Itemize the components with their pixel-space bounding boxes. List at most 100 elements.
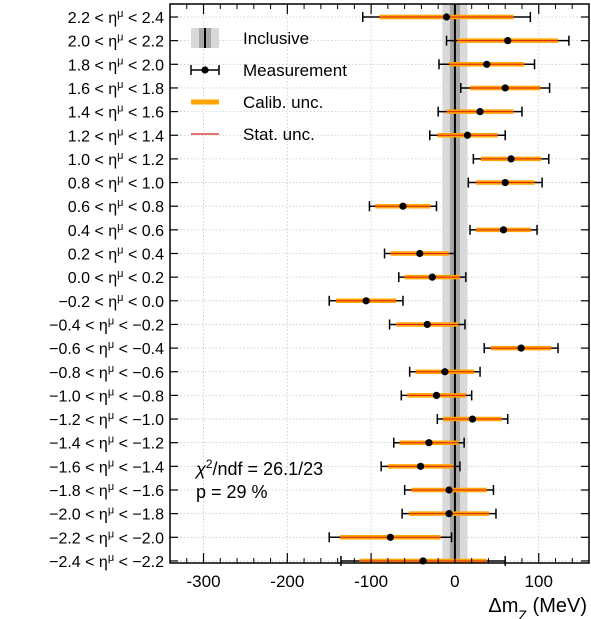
category-label-rest: < −1.2 xyxy=(114,436,164,453)
category-label: 0.4 < ημ < 0.6 xyxy=(68,221,164,240)
data-point-group xyxy=(436,414,509,425)
data-point-group xyxy=(460,82,551,93)
data-point xyxy=(445,486,453,494)
data-point-group xyxy=(429,130,506,141)
data-point xyxy=(416,462,425,470)
category-label-sup: μ xyxy=(108,505,114,517)
category-label-rest: < 2.2 xyxy=(124,34,165,51)
category-label: −0.8 < ημ < −0.6 xyxy=(49,363,164,382)
category-label-main: −1.2 < η xyxy=(49,412,108,429)
category-label-main: 1.4 < η xyxy=(68,105,117,122)
category-label: −2.4 < ημ < −2.2 xyxy=(49,552,164,571)
chi2-rest: /ndf = 26.1/23 xyxy=(213,459,324,479)
category-label: 0.8 < ημ < 1.0 xyxy=(68,174,164,193)
category-label-main: 0.8 < η xyxy=(68,176,117,193)
category-label-main: 0.4 < η xyxy=(68,223,117,240)
category-label-main: −1.6 < η xyxy=(49,459,108,476)
data-point xyxy=(468,415,477,423)
data-point-group xyxy=(401,508,497,519)
category-label-rest: < 1.0 xyxy=(124,176,165,193)
category-label: 0.2 < ημ < 0.4 xyxy=(68,245,164,264)
category-label-rest: < 0.8 xyxy=(124,199,165,216)
category-label-main: 0.2 < η xyxy=(68,247,117,264)
category-label-rest: < 0.4 xyxy=(124,247,165,264)
category-label-main: 1.0 < η xyxy=(68,152,117,169)
category-label: 1.4 < ημ < 1.6 xyxy=(68,103,164,122)
category-label-main: 2.0 < η xyxy=(68,34,117,51)
category-label-sup: μ xyxy=(117,103,123,115)
data-point xyxy=(517,344,525,352)
chi2-exponent: 2 xyxy=(206,457,213,471)
category-label-main: 0.6 < η xyxy=(68,199,117,216)
category-label-main: −0.8 < η xyxy=(49,365,108,382)
category-label-sup: μ xyxy=(117,55,123,67)
category-label-rest: < 1.4 xyxy=(124,128,165,145)
category-label-rest: < 0.0 xyxy=(124,294,165,311)
category-label: −1.2 < ημ < −1.0 xyxy=(49,410,164,429)
category-label-main: 1.6 < η xyxy=(68,81,117,98)
category-label-main: 1.2 < η xyxy=(68,128,117,145)
category-label: −1.8 < ημ < −1.6 xyxy=(49,481,164,500)
category-label: 1.8 < ημ < 2.0 xyxy=(68,55,164,74)
data-point xyxy=(501,178,509,187)
category-label-rest: < −2.2 xyxy=(114,554,164,571)
data-point-group xyxy=(467,177,543,188)
data-point-group xyxy=(392,437,465,448)
data-point xyxy=(399,202,407,210)
category-label-rest: < 1.2 xyxy=(124,152,165,169)
data-point-group xyxy=(438,59,536,70)
legend: Inclusive Measurement Calib. unc. Stat. unc… xyxy=(190,28,347,144)
category-label: −2.2 < ημ < −2.0 xyxy=(49,528,164,547)
category-label-main: −0.4 < η xyxy=(49,317,108,334)
category-label-rest: < −0.2 xyxy=(114,317,164,334)
category-label-sup: μ xyxy=(117,32,123,44)
chi2-symbol: χ xyxy=(194,459,207,479)
data-point xyxy=(362,297,370,305)
plot-frame xyxy=(169,3,590,564)
category-label-sup: μ xyxy=(117,197,123,209)
category-label: 0.6 < ημ < 0.8 xyxy=(68,197,164,216)
data-point-group xyxy=(368,201,438,212)
category-label-sup: μ xyxy=(117,8,123,20)
category-label-main: −0.2 < η xyxy=(58,294,117,311)
data-point-group xyxy=(437,106,523,117)
category-label-sup: μ xyxy=(108,315,114,327)
data-point-group xyxy=(328,295,404,306)
x-tick-label: -300 xyxy=(187,572,221,591)
category-label: 2.0 < ημ < 2.2 xyxy=(68,32,164,51)
data-point xyxy=(441,368,449,376)
category-label-rest: < −1.0 xyxy=(114,412,164,429)
category-label: 0.0 < ημ < 0.2 xyxy=(68,268,164,287)
category-label-main: 2.2 < η xyxy=(68,10,117,27)
category-label-sup: μ xyxy=(117,174,123,186)
data-point-group xyxy=(400,390,473,401)
category-label-sup: μ xyxy=(108,481,114,493)
category-label-main: 0.0 < η xyxy=(68,270,117,287)
category-label-sup: μ xyxy=(117,221,123,233)
category-label-sup: μ xyxy=(108,528,114,540)
axis-layer xyxy=(169,3,590,564)
category-label-main: −1.4 < η xyxy=(49,436,108,453)
x-axis-title: ΔmZ (MeV) xyxy=(488,595,587,619)
data-point-group xyxy=(445,35,570,46)
inclusive-band-layer xyxy=(442,4,468,563)
data-point xyxy=(432,391,441,399)
legend-label: Calib. unc. xyxy=(243,93,323,112)
category-label-rest: < 1.6 xyxy=(124,105,165,122)
data-point-group xyxy=(340,555,506,566)
x-axis-title-main: Δm xyxy=(488,595,518,617)
x-tick-label: 0 xyxy=(450,572,459,591)
data-point xyxy=(504,37,512,45)
category-label: −0.4 < ημ < −0.2 xyxy=(49,315,164,334)
category-label-rest: < 0.2 xyxy=(124,270,165,287)
data-point-group xyxy=(380,461,461,472)
data-point-group xyxy=(469,224,538,235)
category-label: −2.0 < ημ < −1.8 xyxy=(49,505,164,524)
data-point-group xyxy=(388,319,466,330)
category-label-sup: μ xyxy=(108,410,114,422)
category-label-sup: μ xyxy=(117,245,123,257)
category-label-sup: μ xyxy=(108,339,114,351)
category-label-rest: < −0.6 xyxy=(114,365,164,382)
